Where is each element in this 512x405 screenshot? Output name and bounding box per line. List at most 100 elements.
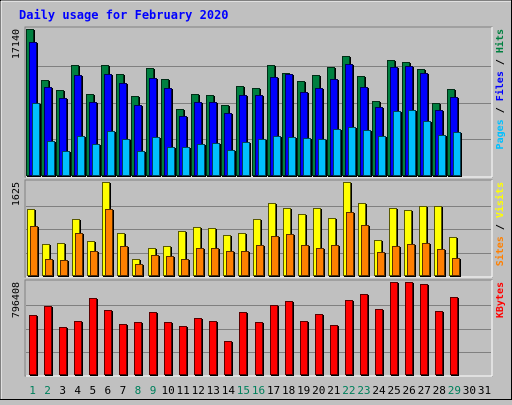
bar-kbytes-12 <box>194 318 202 375</box>
bar-kbytes-18 <box>285 301 293 375</box>
bar-sites-6 <box>105 209 113 276</box>
legend-entry: / <box>495 101 506 119</box>
y-max-label: 796408 <box>11 282 22 318</box>
bar-pages-1 <box>32 103 40 176</box>
bar-sites-2 <box>45 259 53 276</box>
bar-sites-3 <box>60 260 68 276</box>
bar-sites-12 <box>196 248 204 276</box>
legend-entry: / <box>495 218 506 236</box>
series-legend: KBytes <box>495 282 506 318</box>
bar-kbytes-1 <box>29 315 37 375</box>
bar-sites-23 <box>361 225 369 276</box>
bar-pages-5 <box>92 144 100 176</box>
bar-kbytes-28 <box>435 311 443 375</box>
x-tick-label: 7 <box>120 384 127 397</box>
bar-kbytes-4 <box>74 321 82 375</box>
bar-kbytes-29 <box>450 297 458 375</box>
bar-pages-14 <box>227 150 235 176</box>
bar-sites-25 <box>392 246 400 276</box>
bar-sites-16 <box>256 245 264 276</box>
bar-kbytes-21 <box>330 325 338 375</box>
x-tick-label: 22 <box>342 384 355 397</box>
bar-pages-20 <box>318 139 326 176</box>
x-tick-label: 6 <box>105 384 112 397</box>
panel-pages-files-hits: 17140 Pages / Files / Hits <box>11 26 506 178</box>
bar-kbytes-9 <box>149 312 157 375</box>
bar-pages-8 <box>137 151 145 176</box>
bar-kbytes-27 <box>420 284 428 375</box>
x-tick-label: 1 <box>29 384 36 397</box>
bar-pages-27 <box>423 121 431 176</box>
x-tick-label: 27 <box>418 384 431 397</box>
bar-pages-10 <box>167 147 175 176</box>
bar-sites-11 <box>181 259 189 276</box>
legend-entry: Pages <box>495 119 506 149</box>
bar-pages-23 <box>363 130 371 176</box>
x-tick-label: 20 <box>312 384 325 397</box>
bar-sites-14 <box>226 251 234 276</box>
bar-kbytes-11 <box>179 326 187 375</box>
bar-pages-16 <box>258 139 266 176</box>
bar-sites-17 <box>271 236 279 276</box>
bar-sites-1 <box>30 226 38 276</box>
bar-pages-3 <box>62 151 70 176</box>
bar-sites-26 <box>407 244 415 276</box>
bar-pages-17 <box>273 136 281 176</box>
bar-pages-21 <box>333 129 341 176</box>
y-max-label: 17140 <box>11 29 22 59</box>
x-tick-label: 11 <box>177 384 190 397</box>
x-axis: 1 2 3 4 5 6 7 8 9 10 11 12 13 14 15 16 17 18 19 20 21 22 23 24 2… <box>29 384 491 397</box>
bar-kbytes-19 <box>300 321 308 375</box>
bar-kbytes-3 <box>59 327 67 375</box>
bar-sites-8 <box>135 264 143 276</box>
bar-pages-7 <box>122 139 130 176</box>
y-max-label: 1625 <box>11 182 22 206</box>
chart-title: Daily usage for February 2020 <box>19 8 229 22</box>
bar-kbytes-6 <box>104 310 112 375</box>
bar-kbytes-7 <box>119 324 127 375</box>
x-tick-label: 26 <box>403 384 416 397</box>
x-tick-label: 16 <box>252 384 265 397</box>
bar-kbytes-8 <box>134 322 142 375</box>
x-tick-label: 14 <box>222 384 236 397</box>
bar-pages-9 <box>152 137 160 176</box>
bar-pages-6 <box>107 131 115 176</box>
bar-pages-15 <box>242 142 250 176</box>
bar-pages-26 <box>408 110 416 176</box>
bar-pages-24 <box>378 136 386 176</box>
legend-entry: KBytes <box>495 282 506 318</box>
bar-sites-7 <box>120 246 128 276</box>
bar-kbytes-13 <box>209 321 217 375</box>
bar-pages-28 <box>438 135 446 176</box>
x-tick-label: 2 <box>44 384 51 397</box>
bar-kbytes-14 <box>224 341 232 375</box>
bar-pages-29 <box>453 132 461 176</box>
bar-sites-27 <box>422 243 430 276</box>
x-tick-label: 19 <box>297 384 310 397</box>
bar-pages-2 <box>47 141 55 176</box>
x-tick-label: 31 <box>478 384 491 397</box>
bar-kbytes-23 <box>360 294 368 375</box>
bar-kbytes-22 <box>345 300 353 375</box>
bar-sites-22 <box>346 212 354 276</box>
bar-sites-9 <box>151 255 159 276</box>
x-tick-label: 17 <box>267 384 280 397</box>
x-tick-label: 24 <box>372 384 386 397</box>
bar-pages-18 <box>288 137 296 176</box>
series-legend: Pages / Files / Hits <box>494 29 506 149</box>
x-tick-label: 9 <box>150 384 157 397</box>
x-tick-label: 12 <box>192 384 205 397</box>
bar-sites-20 <box>316 248 324 276</box>
bar-kbytes-16 <box>255 322 263 375</box>
legend-entry: Files <box>494 71 506 101</box>
legend-entry: Sites <box>494 236 506 266</box>
legend-entry: Hits <box>494 29 506 53</box>
bar-kbytes-2 <box>44 306 52 375</box>
bar-kbytes-15 <box>239 312 247 375</box>
x-tick-label: 30 <box>463 384 476 397</box>
x-tick-label: 25 <box>387 384 400 397</box>
bar-sites-28 <box>437 249 445 276</box>
bar-sites-15 <box>241 251 249 276</box>
bar-sites-21 <box>331 245 339 276</box>
